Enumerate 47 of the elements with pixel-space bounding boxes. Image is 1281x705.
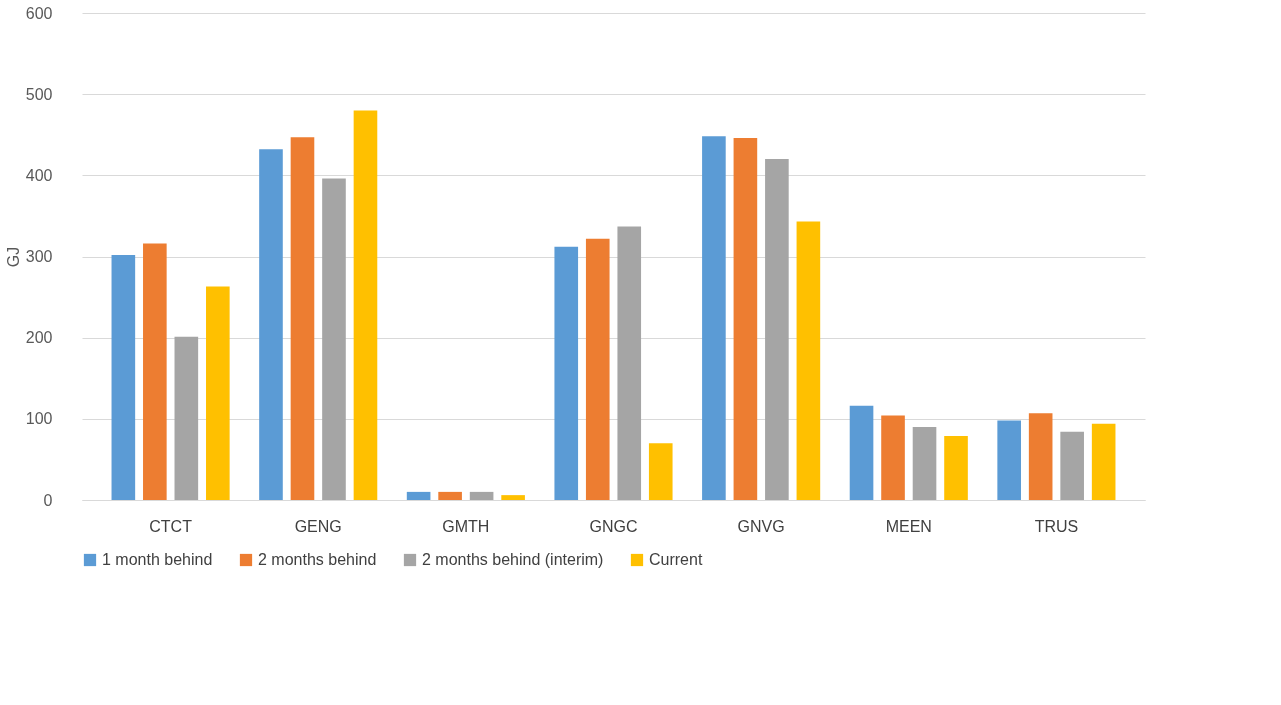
- bar: [997, 420, 1021, 500]
- x-tick-label: GNVG: [737, 517, 785, 535]
- bar: [322, 178, 346, 500]
- y-tick-label: 0: [43, 491, 53, 509]
- y-tick-label: 600: [25, 4, 53, 22]
- bar: [944, 435, 968, 500]
- bar: [849, 405, 874, 500]
- x-tick-label: GENG: [294, 517, 342, 535]
- bar: [1060, 431, 1084, 500]
- y-axis-title: GJ: [4, 246, 22, 268]
- bar: [796, 221, 821, 500]
- bar: [733, 138, 758, 500]
- bar: [143, 243, 167, 500]
- legend-label: 2 months behind: [258, 551, 377, 568]
- bar: [702, 136, 726, 500]
- bar: [1091, 423, 1116, 500]
- bar: [353, 110, 378, 500]
- bar: [912, 426, 937, 500]
- legend-label: 1 month behind: [102, 551, 213, 568]
- y-tick-label: 300: [25, 248, 53, 265]
- y-tick-label: 400: [25, 166, 53, 184]
- bar: [111, 254, 136, 500]
- bar: [554, 246, 579, 500]
- bar: [259, 149, 283, 500]
- y-tick-label: 500: [25, 85, 53, 103]
- x-tick-label: GMTH: [442, 517, 490, 535]
- bar: [585, 238, 610, 500]
- x-tick-label: MEEN: [885, 517, 932, 535]
- bar: [469, 491, 494, 500]
- legend-label: 2 months behind (interim): [422, 551, 604, 568]
- bar: [438, 491, 462, 500]
- x-tick-label: CTCT: [149, 517, 193, 535]
- x-tick-label: GNGC: [589, 517, 638, 535]
- bar: [765, 159, 789, 500]
- y-tick-label: 100: [25, 410, 53, 428]
- legend-label: Current: [649, 551, 703, 568]
- x-tick-label: TRUS: [1034, 517, 1079, 535]
- y-tick-label: 200: [25, 329, 53, 347]
- bar: [881, 415, 905, 500]
- bar: [617, 226, 642, 500]
- bar: [1028, 413, 1053, 500]
- bar: [174, 336, 199, 500]
- bar: [290, 137, 315, 500]
- bar: [406, 491, 431, 500]
- bar: [206, 286, 230, 500]
- bar: [648, 443, 673, 500]
- bar: [501, 495, 525, 500]
